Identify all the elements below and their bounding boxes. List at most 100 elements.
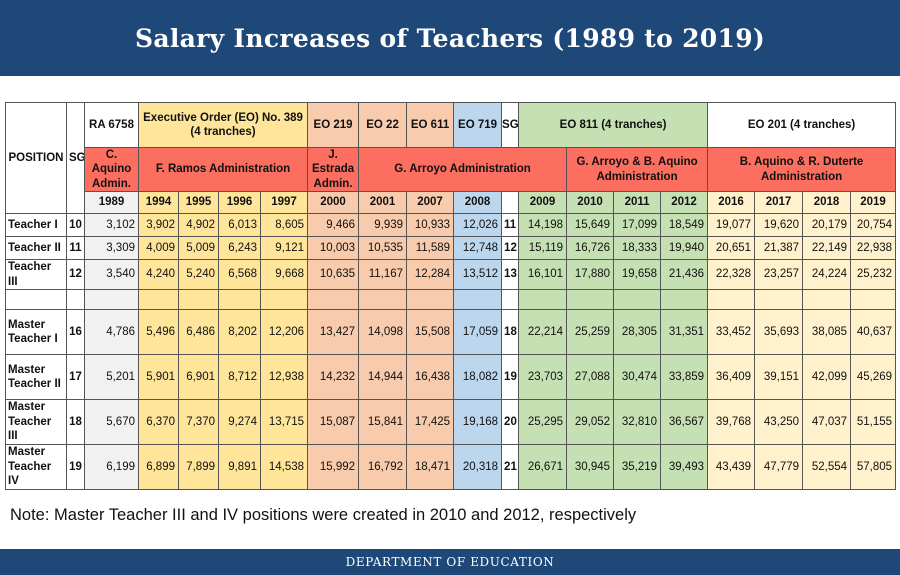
salary-cell: 21,436 bbox=[660, 259, 709, 290]
salary-cell: 19,077 bbox=[707, 213, 756, 238]
position-cell: Teacher I bbox=[5, 213, 67, 238]
header-eo611: EO 611 bbox=[406, 102, 455, 148]
salary-cell: 17,059 bbox=[453, 308, 503, 355]
salary-cell: 9,668 bbox=[259, 259, 309, 290]
salary-cell: 13,512 bbox=[453, 259, 503, 290]
salary-cell: 4,786 bbox=[84, 308, 139, 355]
sg2-cell: 20 bbox=[501, 398, 520, 445]
admin-ramos: F. Ramos Administration bbox=[137, 146, 309, 193]
salary-cell: 3,540 bbox=[84, 259, 139, 290]
year-header-1996: 1996 bbox=[218, 191, 261, 215]
salary-cell: 18,471 bbox=[406, 443, 455, 490]
salary-cell: 7,370 bbox=[178, 398, 219, 445]
title-bar: Salary Increases of Teachers (1989 to 20… bbox=[0, 0, 900, 76]
salary-cell: 8,605 bbox=[259, 213, 309, 238]
salary-cell: 5,009 bbox=[178, 236, 219, 261]
salary-cell: 15,841 bbox=[358, 398, 408, 445]
year-header-2018: 2018 bbox=[802, 191, 852, 215]
header-eo719: EO 719 bbox=[453, 102, 503, 148]
position-cell: Teacher II bbox=[5, 236, 67, 261]
year-header-2001: 2001 bbox=[358, 191, 408, 215]
salary-cell: 23,703 bbox=[518, 353, 568, 400]
salary-cell: 22,214 bbox=[518, 308, 568, 355]
position-cell: Master Teacher IV bbox=[5, 443, 67, 490]
salary-cell: 22,149 bbox=[802, 236, 852, 261]
salary-cell: 20,651 bbox=[707, 236, 756, 261]
salary-cell: 11,589 bbox=[406, 236, 455, 261]
salary-cell: 6,013 bbox=[218, 213, 261, 238]
sg2-cell: 19 bbox=[501, 353, 520, 400]
salary-cell: 15,992 bbox=[307, 443, 360, 490]
spacer-cell bbox=[307, 288, 360, 310]
salary-cell: 36,567 bbox=[660, 398, 709, 445]
salary-cell: 31,351 bbox=[660, 308, 709, 355]
spacer-cell bbox=[218, 288, 261, 310]
salary-cell: 27,088 bbox=[566, 353, 615, 400]
salary-cell: 51,155 bbox=[850, 398, 897, 445]
salary-cell: 3,309 bbox=[84, 236, 139, 261]
spacer-cell bbox=[802, 288, 852, 310]
header-eo22: EO 22 bbox=[358, 102, 408, 148]
salary-cell: 5,201 bbox=[84, 353, 139, 400]
salary-cell: 5,240 bbox=[178, 259, 219, 290]
salary-cell: 7,899 bbox=[178, 443, 219, 490]
salary-cell: 19,620 bbox=[754, 213, 804, 238]
salary-cell: 16,438 bbox=[406, 353, 455, 400]
salary-cell: 35,693 bbox=[754, 308, 804, 355]
header-eo201: EO 201 (4 tranches) bbox=[707, 102, 897, 148]
table-row: Master Teacher III 18 5,670 6,370 7,370 9,274… bbox=[5, 398, 897, 445]
spacer-cell bbox=[66, 288, 85, 310]
sg2-cell: 21 bbox=[501, 443, 520, 490]
salary-cell: 15,087 bbox=[307, 398, 360, 445]
salary-cell: 6,901 bbox=[178, 353, 219, 400]
sg-cell: 10 bbox=[66, 213, 85, 238]
salary-cell: 36,409 bbox=[707, 353, 756, 400]
salary-cell: 30,474 bbox=[613, 353, 662, 400]
year-header-2010: 2010 bbox=[566, 191, 615, 215]
footnote: Note: Master Teacher III and IV position… bbox=[10, 506, 637, 524]
spacer-cell bbox=[84, 288, 139, 310]
salary-cell: 14,538 bbox=[259, 443, 309, 490]
salary-cell: 6,899 bbox=[138, 443, 179, 490]
salary-cell: 6,568 bbox=[218, 259, 261, 290]
salary-cell: 25,232 bbox=[850, 259, 897, 290]
year-header-2000: 2000 bbox=[307, 191, 360, 215]
header-ra6758: RA 6758 bbox=[84, 102, 139, 148]
salary-cell: 14,944 bbox=[358, 353, 408, 400]
table-row: Master Teacher I 16 4,786 5,496 6,486 8,202 12… bbox=[5, 308, 897, 355]
salary-table: POSITION SG RA 6758 Executive Order (EO)… bbox=[5, 101, 897, 490]
header-sg: SG bbox=[66, 101, 85, 215]
salary-cell: 35,219 bbox=[613, 443, 662, 490]
spacer-cell bbox=[259, 288, 309, 310]
salary-cell: 42,099 bbox=[802, 353, 852, 400]
spacer-row bbox=[5, 288, 897, 310]
year-header-1989: 1989 bbox=[84, 191, 139, 215]
admin-aquino-duterte: B. Aquino & R. Duterte Administration bbox=[707, 146, 897, 193]
spacer-cell bbox=[660, 288, 709, 310]
header-position: POSITION bbox=[5, 101, 67, 215]
salary-cell: 45,269 bbox=[850, 353, 897, 400]
admin-arroyo-aquino: G. Arroyo & B. Aquino Administration bbox=[566, 146, 709, 193]
salary-cell: 29,052 bbox=[566, 398, 615, 445]
spacer-cell bbox=[754, 288, 804, 310]
salary-cell: 6,486 bbox=[178, 308, 219, 355]
salary-cell: 18,549 bbox=[660, 213, 709, 238]
table-row: Master Teacher IV 19 6,199 6,899 7,899 9,891 1… bbox=[5, 443, 897, 490]
salary-cell: 9,466 bbox=[307, 213, 360, 238]
salary-cell: 16,726 bbox=[566, 236, 615, 261]
salary-cell: 9,939 bbox=[358, 213, 408, 238]
salary-cell: 10,535 bbox=[358, 236, 408, 261]
salary-cell: 33,452 bbox=[707, 308, 756, 355]
salary-cell: 19,658 bbox=[613, 259, 662, 290]
table-row: Master Teacher II 17 5,201 5,901 6,901 8,712 1… bbox=[5, 353, 897, 400]
sg-cell: 16 bbox=[66, 308, 85, 355]
salary-cell: 38,085 bbox=[802, 308, 852, 355]
salary-cell: 5,901 bbox=[138, 353, 179, 400]
salary-cell: 24,224 bbox=[802, 259, 852, 290]
admin-arroyo: G. Arroyo Administration bbox=[358, 146, 568, 193]
salary-cell: 18,082 bbox=[453, 353, 503, 400]
spacer-cell bbox=[707, 288, 756, 310]
salary-cell: 9,274 bbox=[218, 398, 261, 445]
salary-cell: 12,938 bbox=[259, 353, 309, 400]
sg-cell: 11 bbox=[66, 236, 85, 261]
